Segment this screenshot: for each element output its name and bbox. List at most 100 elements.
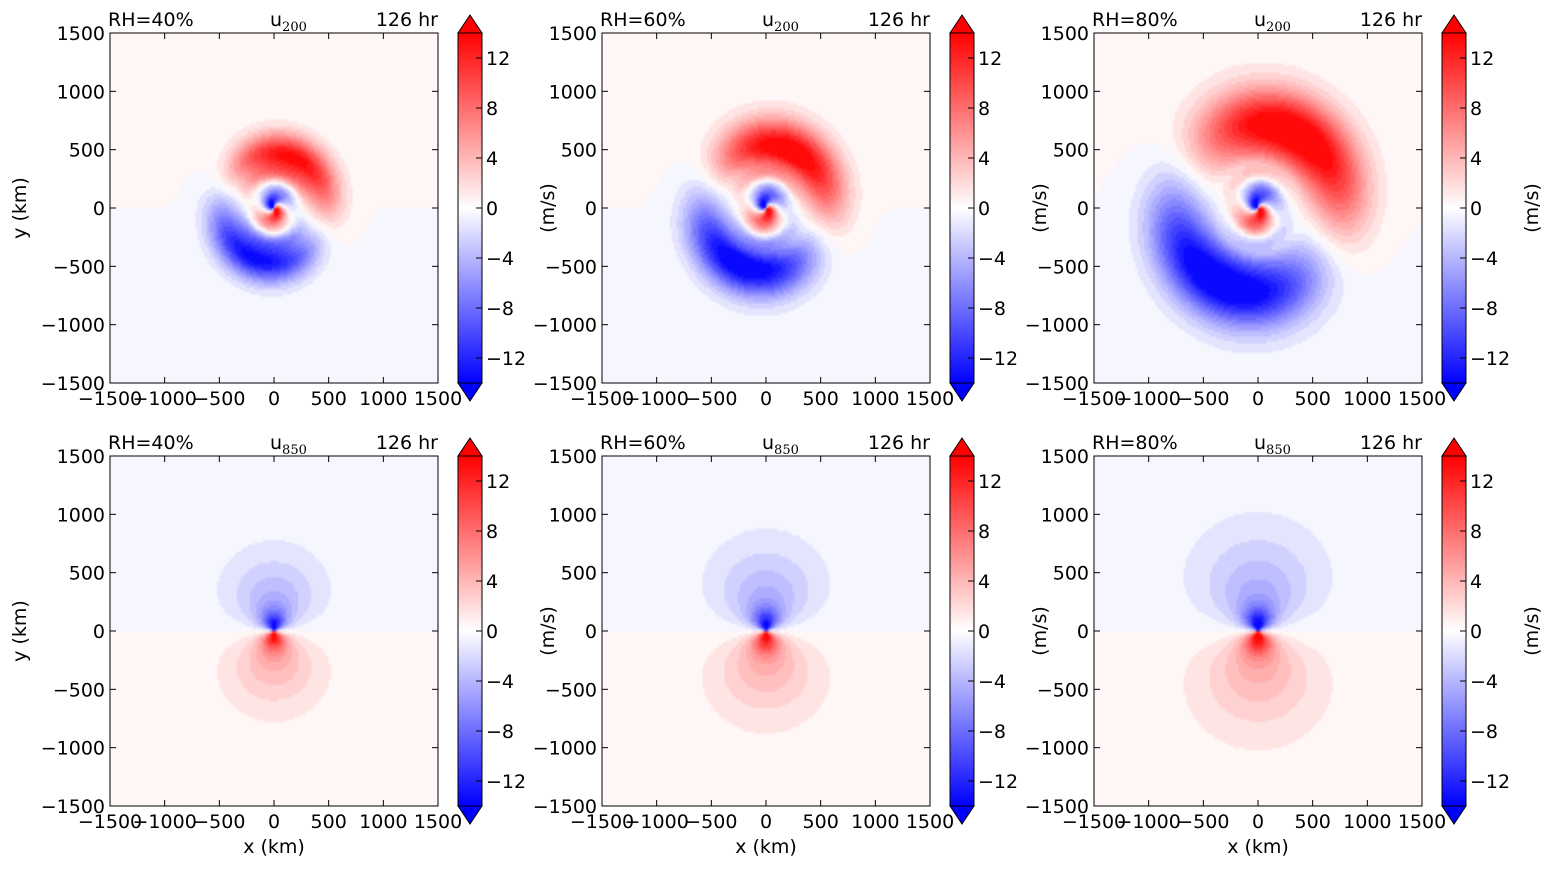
colorbar-tick-label: 4 [1470, 148, 1482, 170]
y-tick-label: 0 [1077, 198, 1089, 220]
y-tick-label: 0 [585, 198, 597, 220]
x-tick-label: 1000 [359, 811, 407, 833]
field-title: u850 [762, 432, 799, 458]
x-tick-label: 1500 [1398, 811, 1446, 833]
colorbar-tick-label: −12 [486, 771, 526, 793]
panel-u850-80: −1500−1000−500 0 500 1000 1500−1500−1000−500… [1025, 432, 1541, 858]
heatmap-field [602, 456, 930, 806]
y-tick-label: 500 [1053, 563, 1089, 585]
x-tick-label: 1500 [414, 388, 462, 410]
colorbar-tick-label: 0 [486, 621, 498, 643]
y-axis-label: y (km) [9, 600, 31, 662]
x-tick-label: 1500 [1398, 388, 1446, 410]
panel-u850-60: −1500−1000−500 0 500 1000 1500−1500−1000−500… [533, 432, 1051, 858]
x-tick-label: −1000 [1117, 388, 1181, 410]
colorbar-tick-label: −12 [978, 348, 1018, 370]
colorbar-tick-label: −8 [486, 298, 514, 320]
colorbar-tick-label: 0 [486, 198, 498, 220]
x-tick-label: 0 [268, 388, 280, 410]
x-tick-label: −1000 [133, 811, 197, 833]
heatmap-field [602, 33, 930, 383]
y-tick-label: −1000 [41, 315, 105, 337]
colorbar-tick-label: 0 [978, 621, 990, 643]
colorbar-tick-label: 4 [486, 148, 498, 170]
panel-u200-80: −1500−1000−500 0 500 1000 1500−1500−1000−500… [1025, 9, 1541, 410]
colorbar-tick-label: 4 [978, 571, 990, 593]
colorbar-extend-min [457, 805, 483, 825]
colorbar-tick-label: 12 [1470, 48, 1494, 70]
x-tick-label: −1500 [1062, 388, 1126, 410]
colorbar-tick-label: 8 [1470, 521, 1482, 543]
colorbar-extend-max [1441, 437, 1467, 457]
y-tick-label: 1000 [1041, 81, 1089, 103]
colorbar-extend-max [1441, 14, 1467, 34]
colorbar-tick-label: 0 [1470, 198, 1482, 220]
field-level: 200 [774, 20, 799, 35]
x-tick-label: 1500 [906, 811, 954, 833]
colorbar-tick-label: 4 [978, 148, 990, 170]
x-tick-label: 500 [311, 388, 347, 410]
x-tick-label: −500 [193, 388, 245, 410]
colorbar-extend-min [457, 382, 483, 402]
y-tick-label: −1500 [41, 373, 105, 395]
y-tick-label: −500 [545, 256, 597, 278]
field-title: u850 [1254, 432, 1291, 458]
rh-label: RH=40% [108, 432, 194, 454]
y-tick-label: 1500 [1041, 23, 1089, 45]
colorbar-label: (m/s) [537, 606, 559, 656]
time-label: 126 hr [1360, 432, 1422, 454]
x-tick-label: −500 [1177, 811, 1229, 833]
y-tick-label: 1500 [57, 446, 105, 468]
x-tick-label: −500 [193, 811, 245, 833]
x-tick-label: −1500 [78, 388, 142, 410]
colorbar-tick-label: −4 [486, 671, 514, 693]
rh-label: RH=40% [108, 9, 194, 31]
colorbar-extend-min [1441, 382, 1467, 402]
y-tick-label: 1000 [549, 504, 597, 526]
x-axis-label: x (km) [1227, 836, 1289, 858]
y-tick-label: −1000 [533, 315, 597, 337]
y-tick-label: 1500 [549, 446, 597, 468]
y-tick-label: −1500 [533, 796, 597, 818]
colorbar-tick-label: −8 [1470, 721, 1498, 743]
y-tick-label: −1000 [1025, 315, 1089, 337]
colorbar-tick-label: −8 [978, 721, 1006, 743]
colorbar-tick-label: 8 [1470, 98, 1482, 120]
y-tick-label: −1000 [1025, 738, 1089, 760]
colorbar-tick-label: −4 [1470, 671, 1498, 693]
colorbar-tick-label: 12 [978, 471, 1002, 493]
colorbar-extend-min [1441, 805, 1467, 825]
y-tick-label: 0 [585, 621, 597, 643]
colorbar-tick-label: −12 [978, 771, 1018, 793]
field-level: 850 [282, 443, 307, 458]
x-axis-label: x (km) [243, 836, 305, 858]
field-symbol: u [1254, 432, 1266, 454]
colorbar-label: (m/s) [1029, 183, 1051, 233]
colorbar-tick-label: −12 [1470, 771, 1510, 793]
x-tick-label: −1000 [625, 811, 689, 833]
field-symbol: u [270, 432, 282, 454]
x-tick-label: 0 [1252, 811, 1264, 833]
y-tick-label: 1000 [1041, 504, 1089, 526]
colorbar-tick-label: 0 [1470, 621, 1482, 643]
colorbar-tick-label: 12 [978, 48, 1002, 70]
colorbar-extend-max [949, 14, 975, 34]
time-label: 126 hr [868, 9, 930, 31]
colorbar-tick-label: −8 [978, 298, 1006, 320]
field-title: u200 [270, 9, 307, 35]
field-title: u200 [762, 9, 799, 35]
colorbar: −12 −8 −4 0 4 8 12 (m/s) [1441, 14, 1541, 402]
colorbar-tick-label: 4 [486, 571, 498, 593]
colorbar: −12 −8 −4 0 4 8 12 (m/s) [457, 14, 559, 402]
panel-u850-40: −1500−1000−500 0 500 1000 1500−1500−1000−500… [9, 432, 559, 858]
time-label: 126 hr [376, 9, 438, 31]
colorbar-tick-label: 0 [978, 198, 990, 220]
x-tick-label: 1000 [359, 388, 407, 410]
x-axis-label: x (km) [735, 836, 797, 858]
field-symbol: u [762, 432, 774, 454]
y-tick-label: −500 [1037, 679, 1089, 701]
colorbar-tick-label: −8 [1470, 298, 1498, 320]
colorbar-extend-min [949, 382, 975, 402]
y-tick-label: −500 [1037, 256, 1089, 278]
